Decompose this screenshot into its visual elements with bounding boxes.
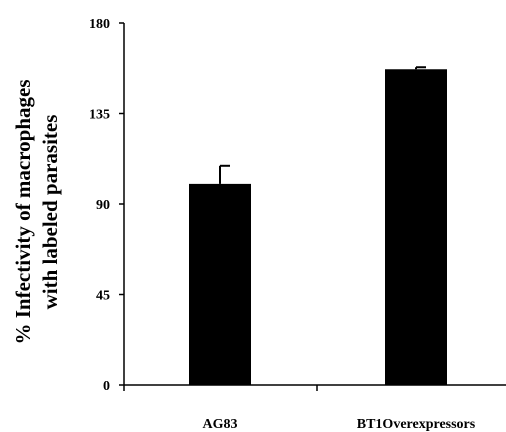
y-tick-label-0: 0 bbox=[103, 379, 110, 394]
y-tick-label-135: 135 bbox=[89, 108, 110, 123]
plot-area: 0 45 90 135 180 AG83 BT1Overexpressors bbox=[89, 17, 506, 432]
category-label-ag83: AG83 bbox=[203, 417, 238, 432]
y-axis-title-line-2: with labeled parasites bbox=[38, 115, 62, 310]
category-label-bt1overexpressors: BT1Overexpressors bbox=[357, 417, 476, 432]
y-tick-label-90: 90 bbox=[96, 198, 110, 213]
y-tick-label-180: 180 bbox=[89, 17, 110, 32]
y-axis-title-line-1: % Infectivity of macrophages bbox=[11, 80, 35, 345]
bar-ag83 bbox=[189, 183, 251, 385]
bar-bt1overexpressors bbox=[385, 69, 447, 385]
y-tick-label-45: 45 bbox=[96, 289, 110, 304]
